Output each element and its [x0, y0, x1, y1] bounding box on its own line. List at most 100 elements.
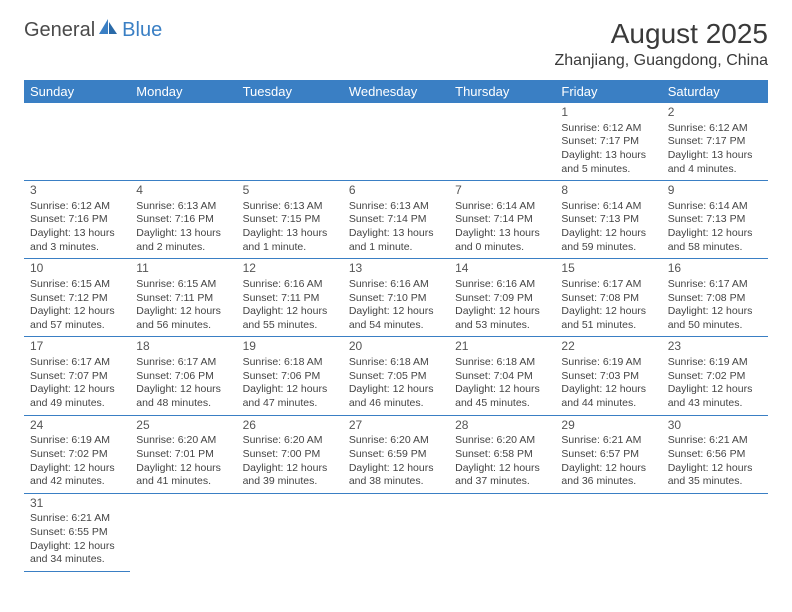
- day-number: 15: [561, 261, 655, 277]
- sunrise-text: Sunrise: 6:18 AM: [349, 356, 443, 370]
- sunrise-text: Sunrise: 6:14 AM: [455, 200, 549, 214]
- day-number: 11: [136, 261, 230, 277]
- sunset-text: Sunset: 7:16 PM: [30, 213, 124, 227]
- sunset-text: Sunset: 7:08 PM: [668, 292, 762, 306]
- daylight-text-1: Daylight: 12 hours: [349, 383, 443, 397]
- sunrise-text: Sunrise: 6:15 AM: [136, 278, 230, 292]
- calendar-cell-empty: [449, 103, 555, 181]
- sunrise-text: Sunrise: 6:14 AM: [668, 200, 762, 214]
- day-number: 24: [30, 418, 124, 434]
- calendar-row: 17Sunrise: 6:17 AMSunset: 7:07 PMDayligh…: [24, 337, 768, 415]
- daylight-text-1: Daylight: 13 hours: [561, 149, 655, 163]
- day-number: 1: [561, 105, 655, 121]
- daylight-text-2: and 1 minute.: [243, 241, 337, 255]
- sunset-text: Sunset: 6:59 PM: [349, 448, 443, 462]
- day-number: 17: [30, 339, 124, 355]
- calendar-table: SundayMondayTuesdayWednesdayThursdayFrid…: [24, 80, 768, 572]
- calendar-cell: 1Sunrise: 6:12 AMSunset: 7:17 PMDaylight…: [555, 103, 661, 181]
- sunrise-text: Sunrise: 6:21 AM: [30, 512, 124, 526]
- daylight-text-1: Daylight: 12 hours: [561, 383, 655, 397]
- calendar-cell-empty: [449, 493, 555, 571]
- day-number: 22: [561, 339, 655, 355]
- logo-text-1: General: [24, 19, 95, 42]
- sunset-text: Sunset: 6:57 PM: [561, 448, 655, 462]
- daylight-text-2: and 45 minutes.: [455, 397, 549, 411]
- calendar-cell: 5Sunrise: 6:13 AMSunset: 7:15 PMDaylight…: [237, 181, 343, 259]
- calendar-cell: 27Sunrise: 6:20 AMSunset: 6:59 PMDayligh…: [343, 415, 449, 493]
- header: General Blue August 2025 Zhanjiang, Guan…: [24, 18, 768, 70]
- day-header: Monday: [130, 80, 236, 103]
- day-header: Thursday: [449, 80, 555, 103]
- daylight-text-1: Daylight: 12 hours: [455, 462, 549, 476]
- sunrise-text: Sunrise: 6:12 AM: [30, 200, 124, 214]
- sunrise-text: Sunrise: 6:18 AM: [243, 356, 337, 370]
- sunrise-text: Sunrise: 6:15 AM: [30, 278, 124, 292]
- daylight-text-1: Daylight: 12 hours: [668, 227, 762, 241]
- daylight-text-1: Daylight: 12 hours: [561, 462, 655, 476]
- sunrise-text: Sunrise: 6:19 AM: [30, 434, 124, 448]
- sunrise-text: Sunrise: 6:16 AM: [243, 278, 337, 292]
- daylight-text-1: Daylight: 13 hours: [136, 227, 230, 241]
- daylight-text-2: and 56 minutes.: [136, 319, 230, 333]
- daylight-text-1: Daylight: 12 hours: [136, 305, 230, 319]
- calendar-cell: 11Sunrise: 6:15 AMSunset: 7:11 PMDayligh…: [130, 259, 236, 337]
- location-text: Zhanjiang, Guangdong, China: [555, 52, 769, 70]
- day-number: 28: [455, 418, 549, 434]
- day-number: 8: [561, 183, 655, 199]
- calendar-header-row: SundayMondayTuesdayWednesdayThursdayFrid…: [24, 80, 768, 103]
- sunrise-text: Sunrise: 6:17 AM: [30, 356, 124, 370]
- calendar-cell: 8Sunrise: 6:14 AMSunset: 7:13 PMDaylight…: [555, 181, 661, 259]
- calendar-cell: 4Sunrise: 6:13 AMSunset: 7:16 PMDaylight…: [130, 181, 236, 259]
- calendar-cell: 25Sunrise: 6:20 AMSunset: 7:01 PMDayligh…: [130, 415, 236, 493]
- daylight-text-2: and 47 minutes.: [243, 397, 337, 411]
- sunset-text: Sunset: 7:17 PM: [668, 135, 762, 149]
- calendar-row: 10Sunrise: 6:15 AMSunset: 7:12 PMDayligh…: [24, 259, 768, 337]
- sunset-text: Sunset: 7:16 PM: [136, 213, 230, 227]
- calendar-cell: 13Sunrise: 6:16 AMSunset: 7:10 PMDayligh…: [343, 259, 449, 337]
- daylight-text-2: and 41 minutes.: [136, 475, 230, 489]
- calendar-cell: 24Sunrise: 6:19 AMSunset: 7:02 PMDayligh…: [24, 415, 130, 493]
- calendar-cell: 23Sunrise: 6:19 AMSunset: 7:02 PMDayligh…: [662, 337, 768, 415]
- daylight-text-2: and 37 minutes.: [455, 475, 549, 489]
- daylight-text-2: and 44 minutes.: [561, 397, 655, 411]
- daylight-text-2: and 42 minutes.: [30, 475, 124, 489]
- sunrise-text: Sunrise: 6:17 AM: [668, 278, 762, 292]
- daylight-text-1: Daylight: 12 hours: [243, 462, 337, 476]
- daylight-text-1: Daylight: 12 hours: [243, 305, 337, 319]
- sunset-text: Sunset: 7:05 PM: [349, 370, 443, 384]
- calendar-body: 1 Sunrise: 6:12 AM Sunset: 7:17 PM Daylight…: [24, 103, 768, 571]
- sail-icon: [97, 18, 119, 42]
- sunset-text: Sunset: 7:00 PM: [243, 448, 337, 462]
- daylight-text-2: and 51 minutes.: [561, 319, 655, 333]
- calendar-cell-empty: [237, 103, 343, 181]
- calendar-cell: 3Sunrise: 6:12 AMSunset: 7:16 PMDaylight…: [24, 181, 130, 259]
- daylight-text-1: Daylight: 12 hours: [349, 305, 443, 319]
- calendar-cell-empty: [130, 493, 236, 571]
- day-number: 5: [243, 183, 337, 199]
- calendar-cell: 7Sunrise: 6:14 AMSunset: 7:14 PMDaylight…: [449, 181, 555, 259]
- sunset-text: Sunset: 7:03 PM: [561, 370, 655, 384]
- calendar-cell: 12Sunrise: 6:16 AMSunset: 7:11 PMDayligh…: [237, 259, 343, 337]
- sunrise-text: Sunrise: 6:16 AM: [455, 278, 549, 292]
- calendar-cell: 6Sunrise: 6:13 AMSunset: 7:14 PMDaylight…: [343, 181, 449, 259]
- day-number: 2: [668, 105, 762, 121]
- daylight-text-1: Daylight: 12 hours: [668, 305, 762, 319]
- calendar-cell-empty: [130, 103, 236, 181]
- daylight-text-1: Daylight: 12 hours: [30, 305, 124, 319]
- sunrise-text: Sunrise: 6:13 AM: [243, 200, 337, 214]
- daylight-text-1: Daylight: 12 hours: [668, 383, 762, 397]
- daylight-text-1: Daylight: 12 hours: [136, 462, 230, 476]
- daylight-text-2: and 34 minutes.: [30, 553, 124, 567]
- calendar-cell: 10Sunrise: 6:15 AMSunset: 7:12 PMDayligh…: [24, 259, 130, 337]
- sunset-text: Sunset: 7:14 PM: [349, 213, 443, 227]
- logo: General Blue: [24, 18, 162, 42]
- sunrise-text: Sunrise: 6:13 AM: [136, 200, 230, 214]
- calendar-cell: 19Sunrise: 6:18 AMSunset: 7:06 PMDayligh…: [237, 337, 343, 415]
- daylight-text-2: and 0 minutes.: [455, 241, 549, 255]
- sunrise-text: Sunrise: 6:19 AM: [561, 356, 655, 370]
- sunrise-text: Sunrise: 6:14 AM: [561, 200, 655, 214]
- sunset-text: Sunset: 7:14 PM: [455, 213, 549, 227]
- sunset-text: Sunset: 7:06 PM: [136, 370, 230, 384]
- day-number: 6: [349, 183, 443, 199]
- daylight-text-2: and 35 minutes.: [668, 475, 762, 489]
